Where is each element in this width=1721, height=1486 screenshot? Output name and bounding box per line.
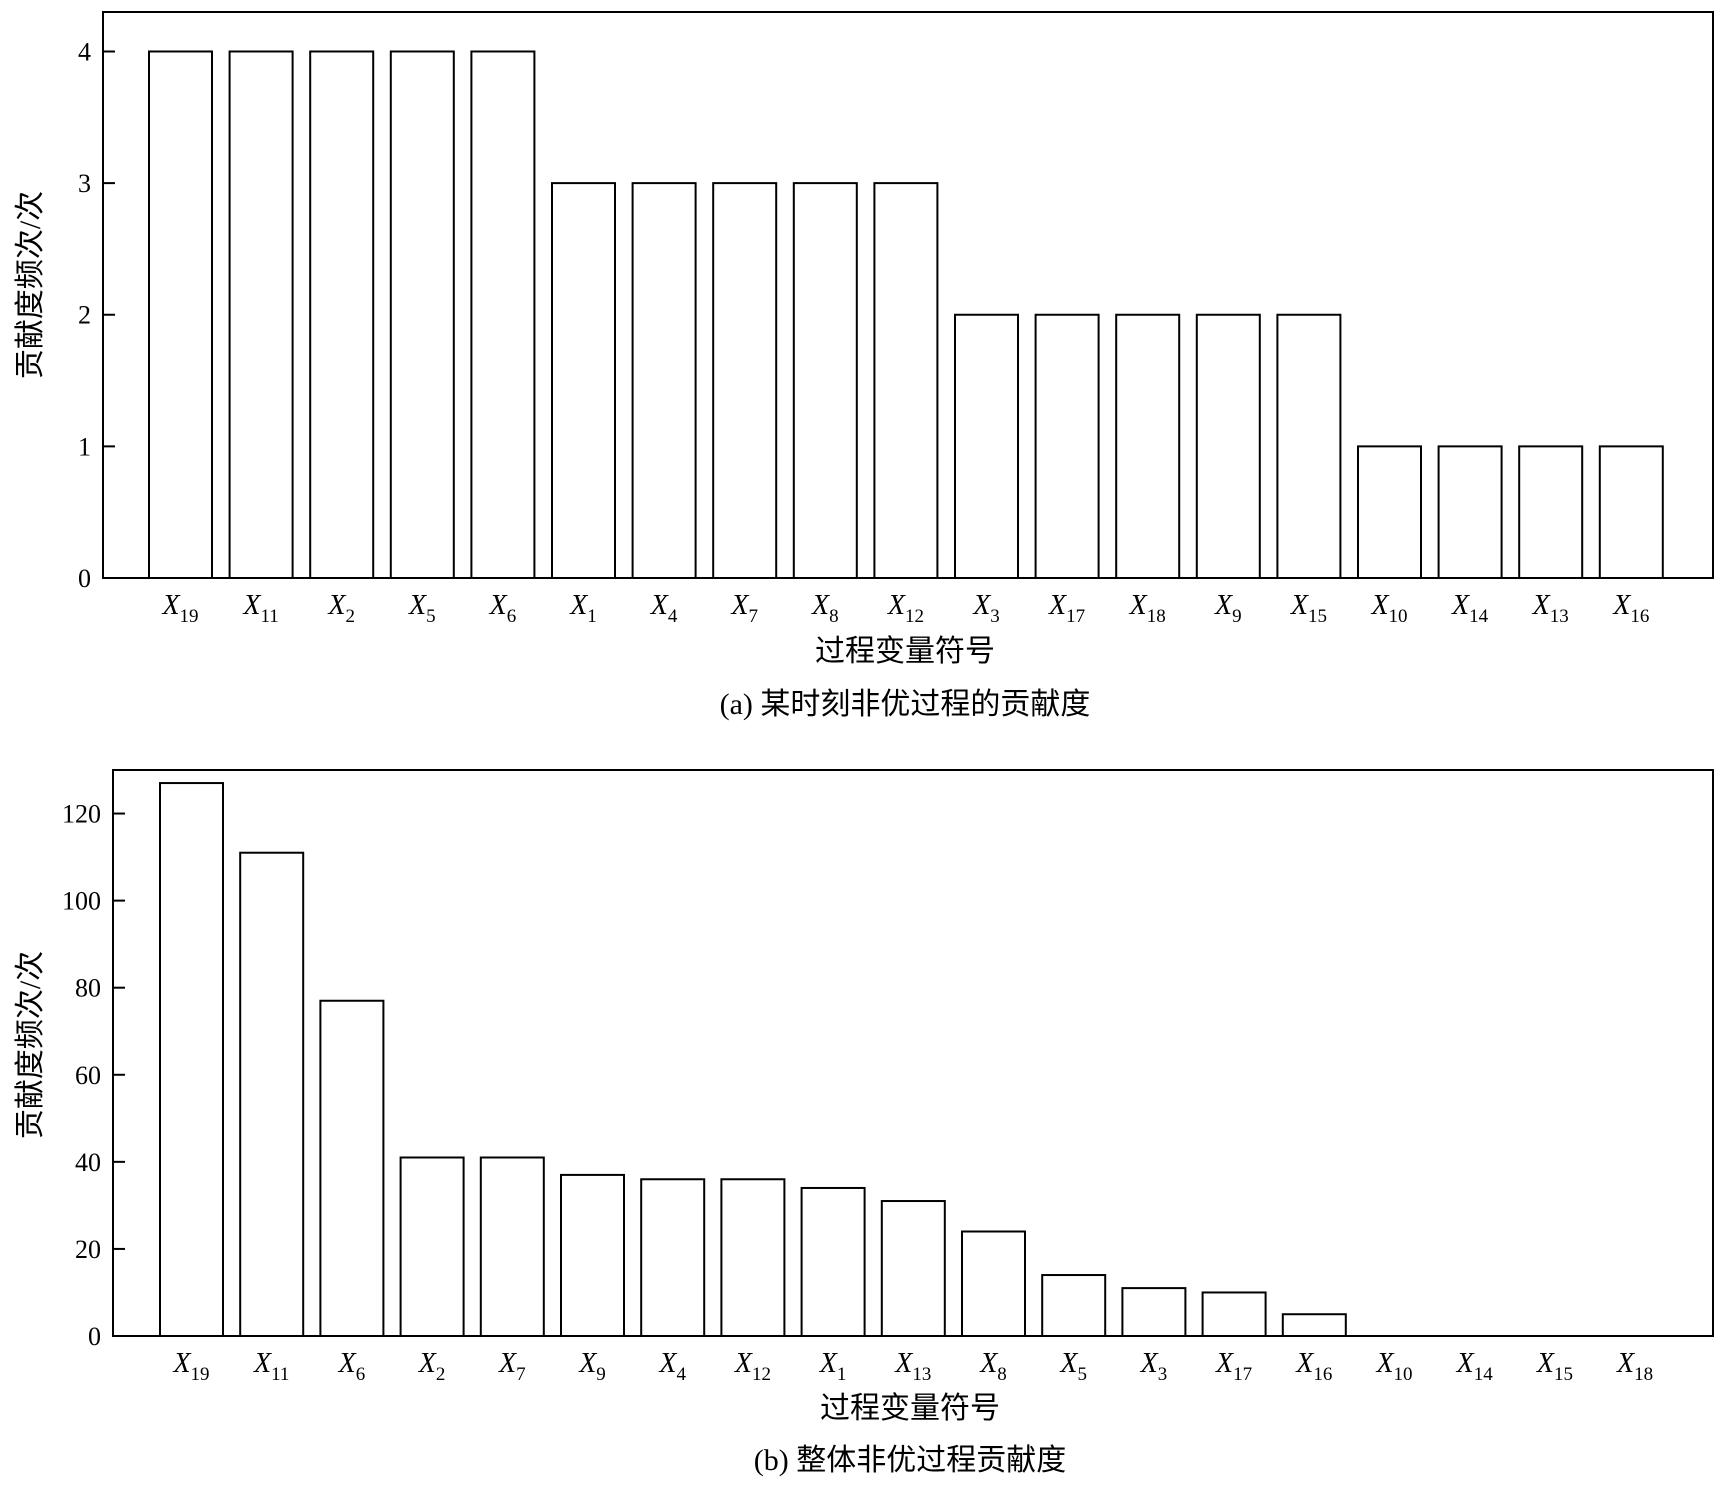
y-tick-label: 1 — [78, 432, 91, 461]
x-tick-label: X13 — [894, 1348, 931, 1385]
chart-b: 0 20 40 60 80 100 120 X19 X11 X6 X2 X7 X9 X4 X12 X1 X13 X… — [14, 769, 1714, 1477]
x-tick-label: X2 — [327, 590, 355, 627]
x-tick-label: X4 — [658, 1348, 686, 1385]
x-tick-label: X6 — [489, 590, 517, 627]
x-tick-label: X6 — [338, 1348, 366, 1385]
bar-x19 — [148, 50, 213, 580]
x-tick-label: X12 — [887, 590, 924, 627]
bar-x9 — [560, 1173, 625, 1338]
chart-a-ylabel: 贡献度频次/次 — [14, 191, 47, 379]
x-tick-label: X5 — [1059, 1348, 1087, 1385]
chart-b-plot: 0 20 40 60 80 100 120 X19 X11 X6 X2 X7 X9 X4 X12 X1 X13 X… — [62, 769, 1714, 1385]
y-tick-label: 4 — [78, 37, 91, 66]
x-tick-label: X8 — [979, 1348, 1007, 1385]
x-tick-label: X11 — [242, 590, 278, 627]
x-tick-label: X16 — [1612, 590, 1649, 627]
y-tick-label: 20 — [75, 1235, 101, 1264]
x-tick-label: X13 — [1532, 590, 1569, 627]
y-tick-label: 60 — [75, 1061, 101, 1090]
y-tick-label: 120 — [62, 800, 101, 829]
bar-x3 — [954, 313, 1019, 579]
bar-x12 — [873, 182, 939, 579]
chart-b-caption: (b) 整体非优过程贡献度 — [754, 1444, 1066, 1477]
bar-x13 — [880, 1200, 946, 1337]
bar-x6 — [470, 50, 536, 580]
bar-x2 — [309, 50, 375, 580]
chart-b-ylabel: 贡献度频次/次 — [14, 951, 47, 1139]
bar-x4 — [640, 1178, 706, 1338]
x-tick-label: X10 — [1375, 1348, 1412, 1385]
x-tick-label: X5 — [408, 590, 436, 627]
x-tick-label: X4 — [650, 590, 678, 627]
x-tick-label: X1 — [819, 1348, 847, 1385]
chart-b-xlabel: 过程变量符号 — [820, 1392, 1000, 1425]
x-tick-label: X16 — [1295, 1348, 1332, 1385]
y-tick-label: 0 — [88, 1322, 101, 1351]
bar-x12 — [720, 1178, 786, 1338]
x-tick-label: X3 — [1140, 1348, 1168, 1385]
x-tick-label: X15 — [1536, 1348, 1573, 1385]
x-tick-label: X12 — [734, 1348, 771, 1385]
bar-x1 — [551, 182, 616, 579]
x-tick-label: X14 — [1456, 1348, 1494, 1385]
x-tick-label: X3 — [972, 590, 1000, 627]
bar-x17 — [1034, 313, 1100, 579]
x-tick-label: X9 — [578, 1348, 606, 1385]
bar-x19 — [159, 782, 224, 1337]
x-tick-label: X7 — [730, 590, 758, 627]
y-tick-label: 100 — [62, 887, 101, 916]
bar-x16 — [1281, 1313, 1347, 1337]
x-tick-label: X10 — [1370, 590, 1407, 627]
bar-x4 — [631, 182, 697, 579]
chart-a-caption: (a) 某时刻非优过程的贡献度 — [720, 688, 1091, 721]
x-tick-label: X9 — [1214, 590, 1242, 627]
bar-x9 — [1195, 313, 1261, 579]
x-tick-label: X19 — [161, 590, 198, 627]
bar-x10 — [1357, 445, 1422, 580]
bar-x16 — [1598, 445, 1664, 580]
x-tick-label: X14 — [1451, 590, 1489, 627]
bar-x8 — [961, 1230, 1026, 1337]
bar-x5 — [1041, 1274, 1107, 1337]
x-tick-label: X1 — [569, 590, 597, 627]
x-tick-label: X19 — [172, 1348, 209, 1385]
bar-x1 — [800, 1186, 866, 1337]
bar-x7 — [479, 1156, 545, 1337]
bar-x3 — [1121, 1287, 1187, 1337]
y-tick-label: 2 — [78, 301, 91, 330]
chart-a-xlabel: 过程变量符号 — [815, 635, 995, 668]
x-tick-label: X8 — [811, 590, 839, 627]
bar-x11 — [239, 851, 305, 1337]
y-tick-label: 3 — [78, 169, 91, 198]
chart-a: 0 1 2 3 4 X19 X11 X2 X5 X6 X1 X4 X7 X8 X12 X3 X17 X18 X9 X1… — [14, 11, 1714, 721]
y-tick-label: 40 — [75, 1148, 101, 1177]
x-tick-label: X15 — [1290, 590, 1327, 627]
x-tick-label: X2 — [418, 1348, 446, 1385]
bar-x6 — [319, 999, 385, 1337]
bar-x17 — [1201, 1291, 1267, 1338]
chart-a-plot: 0 1 2 3 4 X19 X11 X2 X5 X6 X1 X4 X7 X8 X12 X3 X17 X18 X9 X1… — [78, 11, 1714, 627]
x-tick-label: X17 — [1215, 1348, 1252, 1385]
x-tick-label: X11 — [253, 1348, 289, 1385]
x-tick-label: X7 — [498, 1348, 526, 1385]
x-tick-label: X18 — [1129, 590, 1166, 627]
bar-x18 — [1115, 313, 1181, 579]
x-tick-label: X17 — [1048, 590, 1085, 627]
bar-x7 — [712, 182, 778, 579]
y-tick-label: 0 — [78, 564, 91, 593]
x-tick-label: X18 — [1616, 1348, 1653, 1385]
bar-x14 — [1437, 445, 1503, 580]
bar-x5 — [389, 50, 455, 580]
y-tick-label: 80 — [75, 974, 101, 1003]
bar-x2 — [399, 1156, 465, 1337]
bar-x8 — [792, 182, 858, 579]
bar-x13 — [1518, 445, 1584, 580]
bar-x15 — [1276, 313, 1342, 579]
bar-x11 — [228, 50, 294, 580]
